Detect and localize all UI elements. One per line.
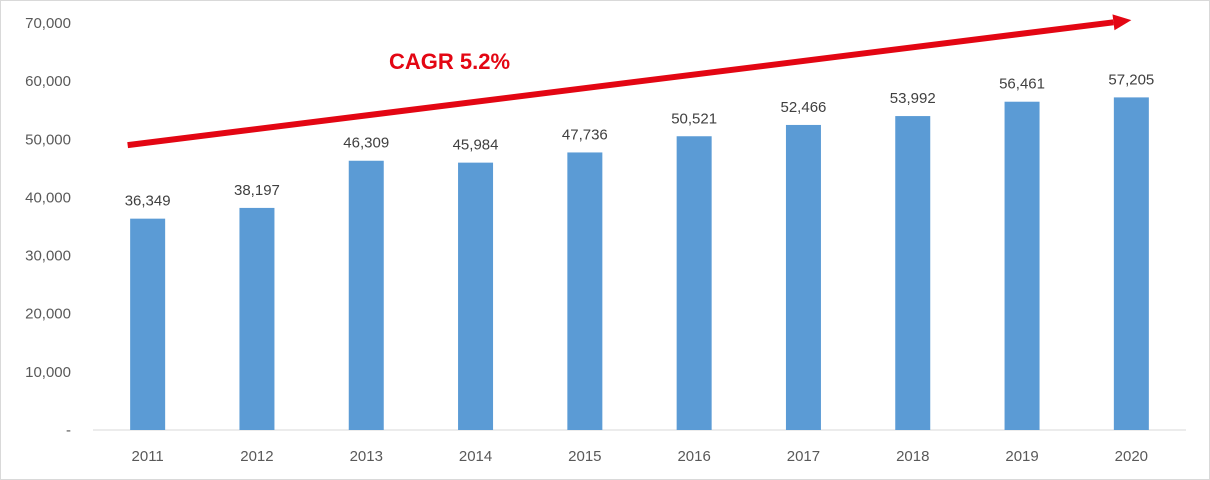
bar (458, 162, 494, 431)
y-tick-label: 30,000 (25, 248, 71, 265)
bar-data-label: 47,736 (562, 126, 608, 143)
trend-arrow-line (127, 19, 1114, 149)
bars-group (130, 97, 1149, 431)
bar (239, 207, 275, 430)
bar-data-label: 56,461 (999, 76, 1045, 93)
y-tick-label: 20,000 (25, 306, 71, 323)
x-tick-label: 2015 (568, 448, 601, 465)
y-tick-label: 70,000 (25, 15, 71, 32)
y-tick-label: 50,000 (25, 131, 71, 148)
bar-data-label: 45,984 (453, 137, 499, 154)
bar (676, 136, 712, 430)
x-tick-label: 2019 (1005, 448, 1038, 465)
x-tick-label: 2020 (1115, 448, 1148, 465)
data-labels-group: 36,349 38,197 46,309 45,984 47,736 50,521 52,4… (125, 71, 1155, 209)
bar-data-label: 52,466 (781, 99, 827, 116)
bar-data-label: 50,521 (671, 110, 717, 127)
bar-data-label: 38,197 (234, 182, 280, 199)
cagr-annotation: CAGR 5.2% (127, 14, 1132, 149)
y-tick-label: - (66, 422, 71, 439)
y-tick-label: 40,000 (25, 189, 71, 206)
bar-data-label: 36,349 (125, 193, 171, 210)
bar (785, 124, 821, 430)
trend-arrow-head-icon (1112, 14, 1132, 31)
bar-data-label: 57,205 (1108, 71, 1154, 88)
y-tick-label: 60,000 (25, 73, 71, 90)
y-axis-tick-labels: - 10,000 20,000 30,000 40,000 50,000 60,000 70,… (25, 15, 71, 439)
x-tick-label: 2014 (459, 448, 492, 465)
bar (1004, 101, 1040, 431)
x-axis-tick-labels: 2011 2012 2013 2014 2015 2016 2017 2018 2019 2020 (132, 448, 1149, 465)
bar (130, 218, 166, 430)
bar-data-label: 46,309 (343, 135, 389, 152)
x-tick-label: 2016 (677, 448, 710, 465)
x-tick-label: 2018 (896, 448, 929, 465)
bar-data-label: 53,992 (890, 90, 936, 107)
cagr-label: CAGR 5.2% (389, 49, 510, 74)
y-tick-label: 10,000 (25, 364, 71, 381)
x-tick-label: 2012 (240, 448, 273, 465)
x-tick-label: 2011 (132, 448, 164, 465)
bar (1113, 97, 1149, 430)
bar (895, 116, 931, 431)
bar (567, 152, 603, 430)
bar (348, 160, 384, 430)
x-tick-label: 2017 (787, 448, 820, 465)
x-tick-label: 2013 (350, 448, 383, 465)
